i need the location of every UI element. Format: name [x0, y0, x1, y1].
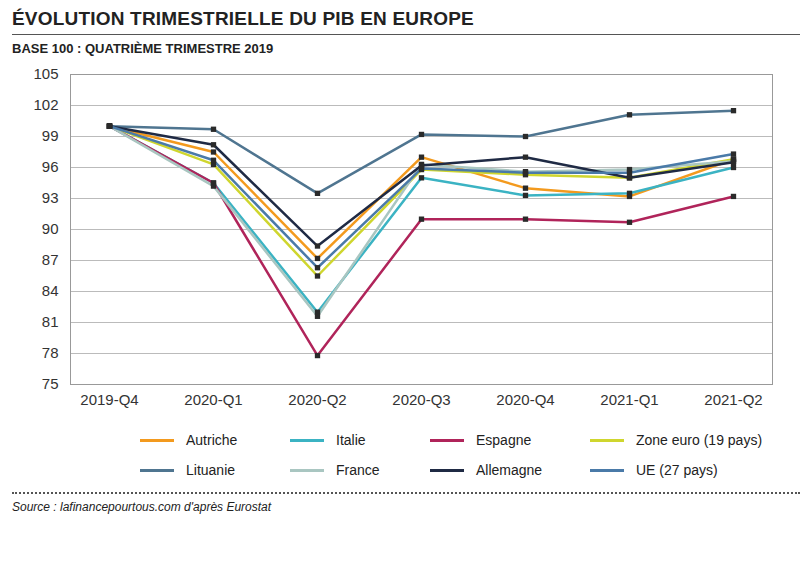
html-text:Espagne: Espagne — [476, 432, 532, 448]
html-text:UE (27 pays): UE (27 pays) — [636, 462, 718, 478]
html-text:Italie: Italie — [336, 432, 366, 448]
svg-text:75: 75 — [42, 375, 59, 392]
svg-text:2021-Q1: 2021-Q1 — [600, 391, 658, 408]
svg-text:102: 102 — [33, 96, 58, 113]
svg-text:96: 96 — [42, 158, 59, 175]
html-text:France: France — [336, 462, 380, 478]
svg-text:2020-Q3: 2020-Q3 — [392, 391, 450, 408]
svg-text:93: 93 — [42, 189, 59, 206]
svg-text:81: 81 — [42, 313, 59, 330]
svg-text:2019-Q4: 2019-Q4 — [80, 391, 138, 408]
html-text:Autriche: Autriche — [186, 432, 238, 448]
html-text:Allemagne: Allemagne — [476, 462, 543, 478]
html-text:Lituanie: Lituanie — [186, 462, 235, 478]
svg-text:87: 87 — [42, 251, 59, 268]
svg-text:99: 99 — [42, 127, 59, 144]
svg-text:2020-Q2: 2020-Q2 — [288, 391, 346, 408]
html-text:ÉVOLUTION TRIMESTRIELLE DU PIB: ÉVOLUTION TRIMESTRIELLE DU PIB EN EUROPE — [12, 8, 474, 29]
svg-text:105: 105 — [33, 65, 58, 82]
html-text:Zone euro (19 pays): Zone euro (19 pays) — [636, 432, 763, 448]
svg-text:90: 90 — [42, 220, 59, 237]
html-text:Source : lafinancepourtous.com: Source : lafinancepourtous.com d'après E… — [12, 500, 272, 514]
svg-text:2021-Q2: 2021-Q2 — [704, 391, 762, 408]
svg-text:84: 84 — [42, 282, 59, 299]
svg-text:2020-Q1: 2020-Q1 — [184, 391, 242, 408]
html-text:BASE 100 : QUATRIÈME TRIMESTRE: BASE 100 : QUATRIÈME TRIMESTRE 2019 — [12, 41, 274, 56]
svg-text:78: 78 — [42, 344, 59, 361]
svg-text:2020-Q4: 2020-Q4 — [496, 391, 554, 408]
